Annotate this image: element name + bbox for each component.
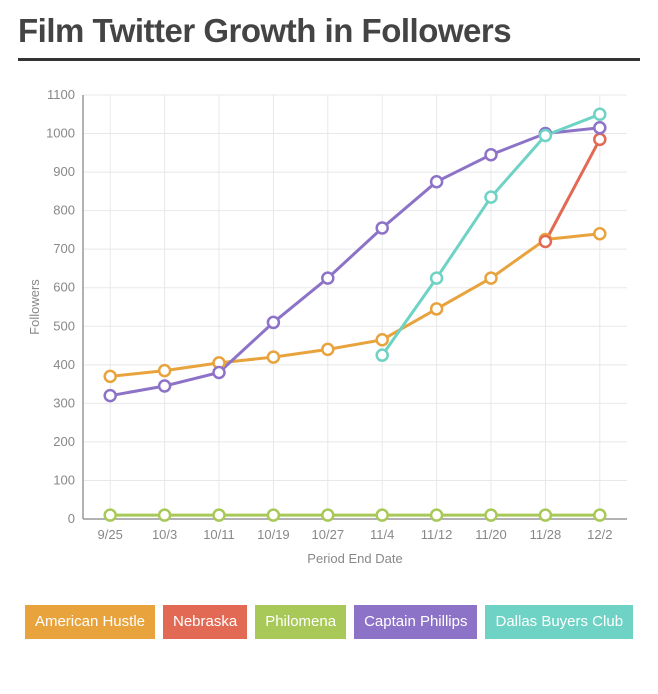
series-marker: [268, 352, 279, 363]
series-marker: [322, 344, 333, 355]
series-marker: [594, 122, 605, 133]
series-marker: [322, 273, 333, 284]
y-tick-label: 1100: [47, 87, 75, 102]
y-tick-label: 300: [53, 395, 75, 410]
y-tick-label: 0: [68, 511, 75, 526]
page-title: Film Twitter Growth in Followers: [18, 12, 640, 50]
series-marker: [268, 510, 279, 521]
series-marker: [159, 365, 170, 376]
series-marker: [214, 510, 225, 521]
series-marker: [268, 317, 279, 328]
y-tick-label: 900: [53, 164, 75, 179]
series-marker: [377, 222, 388, 233]
series-marker: [431, 510, 442, 521]
y-tick-label: 500: [53, 318, 75, 333]
series-marker: [377, 350, 388, 361]
legend-item: American Hustle: [25, 605, 155, 639]
y-tick-label: 100: [53, 472, 75, 487]
series-marker: [594, 109, 605, 120]
series-marker: [431, 273, 442, 284]
series-line: [545, 139, 599, 241]
series-marker: [431, 176, 442, 187]
legend-item: Captain Phillips: [354, 605, 477, 639]
x-tick-label: 11/20: [475, 527, 507, 542]
legend-item: Nebraska: [163, 605, 247, 639]
series-marker: [540, 510, 551, 521]
series-marker: [159, 381, 170, 392]
series-marker: [322, 510, 333, 521]
legend: American HustleNebraskaPhilomenaCaptain …: [19, 603, 639, 641]
y-tick-label: 700: [53, 241, 75, 256]
series-marker: [105, 510, 116, 521]
x-tick-label: 11/4: [370, 527, 394, 542]
series-marker: [594, 134, 605, 145]
series-marker: [486, 192, 497, 203]
series-marker: [159, 510, 170, 521]
y-axis-title: Followers: [27, 279, 42, 335]
series-line: [110, 128, 600, 396]
series-marker: [594, 228, 605, 239]
x-tick-label: 10/19: [257, 527, 290, 542]
series-marker: [540, 130, 551, 141]
series-marker: [105, 390, 116, 401]
series-marker: [105, 371, 116, 382]
y-tick-label: 400: [53, 357, 75, 372]
y-tick-label: 1000: [46, 126, 75, 141]
series-marker: [486, 273, 497, 284]
x-tick-label: 10/11: [203, 527, 235, 542]
series-line: [110, 234, 600, 377]
x-tick-label: 10/3: [152, 527, 177, 542]
y-tick-label: 200: [53, 434, 75, 449]
x-tick-label: 11/28: [530, 527, 562, 542]
series-marker: [486, 510, 497, 521]
x-tick-label: 9/25: [98, 527, 123, 542]
series-marker: [540, 236, 551, 247]
y-tick-label: 600: [53, 280, 75, 295]
series-marker: [486, 149, 497, 160]
x-axis-title: Period End Date: [307, 551, 402, 566]
legend-item: Philomena: [255, 605, 346, 639]
series-marker: [377, 510, 388, 521]
x-tick-label: 12/2: [587, 527, 612, 542]
series-marker: [214, 367, 225, 378]
series-marker: [377, 334, 388, 345]
title-rule: [18, 58, 640, 61]
line-chart: 0 100 200 300 400 500 600 700 800 900 1000 1100 9/25…: [19, 79, 639, 589]
x-tick-label: 11/12: [421, 527, 453, 542]
series-marker: [594, 510, 605, 521]
chart-container: 0 100 200 300 400 500 600 700 800 900 1000 1100 9/25…: [19, 79, 639, 641]
y-tick-label: 800: [53, 203, 75, 218]
legend-item: Dallas Buyers Club: [485, 605, 633, 639]
series-marker: [431, 303, 442, 314]
x-tick-label: 10/27: [312, 527, 345, 542]
